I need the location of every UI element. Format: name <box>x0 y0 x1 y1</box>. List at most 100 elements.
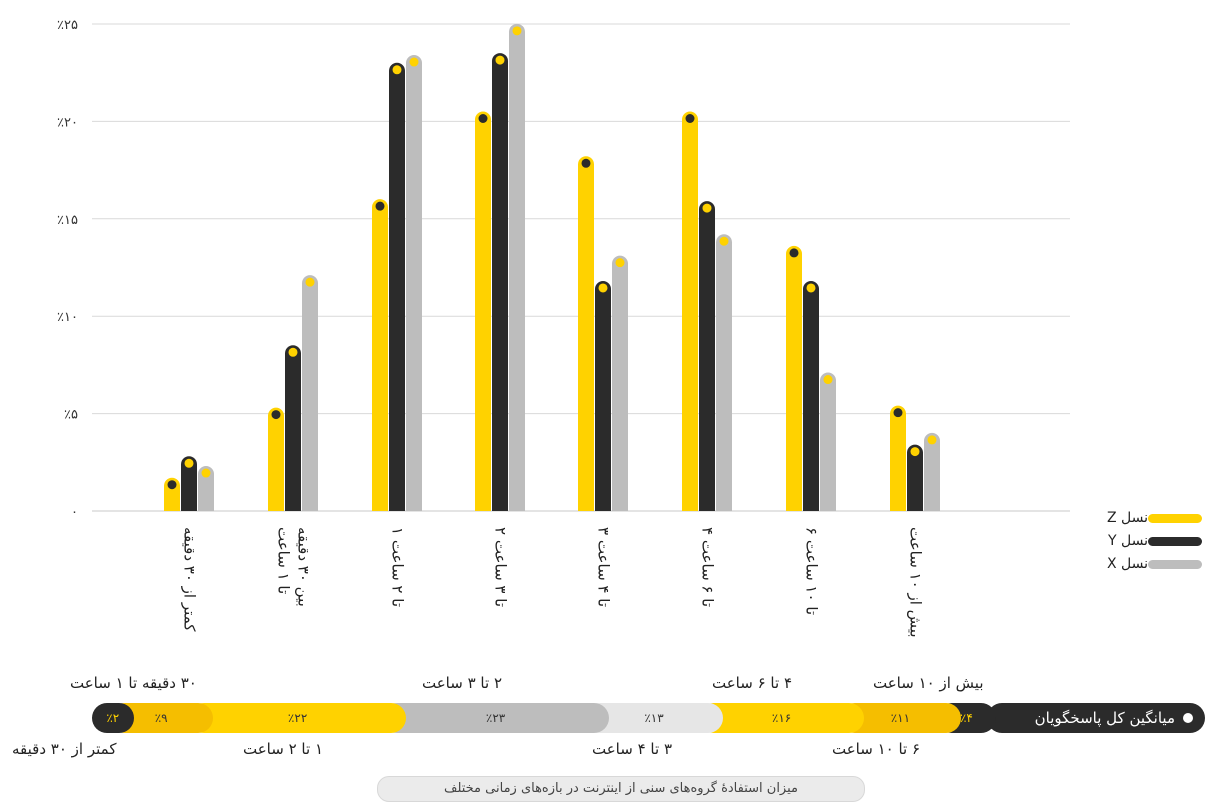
legend-label-x: نسل X <box>1106 556 1148 572</box>
summary-segment: ٪۲۳ <box>382 703 609 733</box>
bar-y <box>803 280 819 511</box>
bar-marker-y <box>910 447 920 457</box>
bar-x <box>509 23 525 512</box>
legend-item-y: نسل Y <box>1090 531 1210 551</box>
x-category-label: کمتر از ۳۰ دقیقه <box>181 527 199 632</box>
bar-z <box>268 407 284 511</box>
bar-x <box>716 234 732 511</box>
bar-marker-z <box>789 248 799 258</box>
x-category-label: تا ۱ ساعت <box>275 527 293 594</box>
bar-x <box>820 372 836 511</box>
bar-y <box>285 345 301 511</box>
y-tick-label: ٪۲۵ <box>57 18 78 33</box>
bar-base-z <box>890 503 906 511</box>
bar-marker-y <box>184 458 194 468</box>
y-tick-label: ٠ <box>71 505 78 520</box>
y-tick-label: ٪۲۰ <box>57 115 78 130</box>
bar-base-y <box>492 503 508 511</box>
bar-y <box>389 62 405 511</box>
bar-marker-x <box>927 435 937 445</box>
bar-marker-y <box>702 203 712 213</box>
bar-base-z <box>682 503 698 511</box>
bar-z <box>786 245 802 511</box>
y-tick-label: ٪۵ <box>64 408 78 423</box>
bar-z <box>372 199 388 511</box>
bar-marker-z <box>478 114 488 124</box>
summary-label-1-2h: ۱ تا ۲ ساعت <box>243 740 323 758</box>
bar-marker-z <box>893 408 903 418</box>
bar-marker-z <box>167 480 177 490</box>
bar-y <box>492 53 508 512</box>
bar-base-x <box>302 503 318 511</box>
bar-base-y <box>389 503 405 511</box>
summary-label-6-10h: ۶ تا ۱۰ ساعت <box>832 740 921 758</box>
legend-item-x: نسل X <box>1090 554 1210 574</box>
summary-segment-value: ٪۹ <box>154 711 168 725</box>
bar-base-z <box>786 503 802 511</box>
bar-z <box>890 405 906 511</box>
bar-marker-x <box>823 375 833 385</box>
bullet-icon <box>1183 713 1193 723</box>
bar-y <box>907 444 923 511</box>
bar-base-y <box>803 503 819 511</box>
summary-segment: ٪۱۶ <box>699 703 864 733</box>
summary-segment-value: ٪۴ <box>959 711 973 725</box>
summary-stacked-bar: ٪۲ ٪۹ ٪۲۲ ٪۲۳ ٪۱۳ ٪۱۶ ٪۱۱ ٪۴ <box>92 703 996 733</box>
bar-base-x <box>924 503 940 511</box>
bar-z <box>475 111 491 511</box>
summary-segment-value: ٪۲۲ <box>287 711 308 725</box>
y-tick-label: ٪۱۰ <box>57 310 78 325</box>
bar-x <box>198 466 214 511</box>
bar-marker-y <box>392 65 402 75</box>
x-category-label: ۳ تا ۴ ساعت <box>595 527 613 607</box>
bar-y <box>595 280 611 511</box>
bar-z <box>578 156 594 512</box>
x-category-label: ۱ تا ۲ ساعت <box>389 527 407 607</box>
bar-base-x <box>406 503 422 511</box>
bar-marker-y <box>288 347 298 357</box>
x-category-label: بین ۳۰ دقیقه <box>295 527 313 607</box>
summary-label-4-6h: ۴ تا ۶ ساعت <box>712 674 792 692</box>
summary-segment-value: ٪۱۱ <box>890 711 911 725</box>
bar-base-z <box>372 503 388 511</box>
summary-title-pill: میانگین کل پاسخگویان <box>987 703 1205 733</box>
bar-base-z <box>268 503 284 511</box>
bar-base-z <box>475 503 491 511</box>
x-category-label: بیش از ۱۰ ساعت <box>907 527 925 638</box>
bar-x <box>302 275 318 511</box>
bar-y <box>699 201 715 511</box>
x-category-label: ۲ تا ۳ ساعت <box>492 527 510 607</box>
summary-segment-value: ٪۱۳ <box>644 711 664 725</box>
legend-swatch-y <box>1148 536 1202 546</box>
bar-marker-x <box>512 26 522 36</box>
bar-marker-z <box>375 201 385 211</box>
y-tick-label: ٪۱۵ <box>57 213 78 228</box>
bar-base-x <box>612 503 628 511</box>
bar-y <box>181 456 197 511</box>
bar-marker-y <box>806 283 816 293</box>
summary-label-3-4h: ۳ تا ۴ ساعت <box>592 740 672 758</box>
summary-segment: ٪۲ <box>92 703 134 733</box>
bar-x <box>406 55 422 512</box>
bar-marker-x <box>201 468 211 478</box>
summary-segment-value: ٪۱۶ <box>771 711 792 725</box>
summary-segment-value: ٪۲ <box>106 711 120 725</box>
summary-title: میانگین کل پاسخگویان <box>1034 709 1175 727</box>
summary-label-under-30min: کمتر از ۳۰ دقیقه <box>12 740 117 758</box>
bar-marker-z <box>685 114 695 124</box>
bar-marker-y <box>495 55 505 65</box>
bar-base-x <box>198 503 214 511</box>
bar-marker-z <box>581 158 591 168</box>
bar-x <box>612 255 628 511</box>
bar-marker-x <box>409 57 419 67</box>
bar-base-y <box>699 503 715 511</box>
summary-segment-value: ٪۲۳ <box>485 711 506 725</box>
summary-label-2-3h: ۲ تا ۳ ساعت <box>422 674 502 692</box>
bar-base-z <box>578 503 594 511</box>
bar-base-x <box>820 503 836 511</box>
bar-chart: ٠ ٪۵ ٪۱۰ ٪۱۵ ٪۲۰ ٪۲۵ کمتر از ۳۰ دقیقه بین ۳۰ دق… <box>57 18 1070 638</box>
legend-label-y: نسل Y <box>1107 533 1148 549</box>
bar-marker-z <box>271 410 281 420</box>
bar-base-y <box>595 503 611 511</box>
legend-swatch-z <box>1148 513 1202 523</box>
